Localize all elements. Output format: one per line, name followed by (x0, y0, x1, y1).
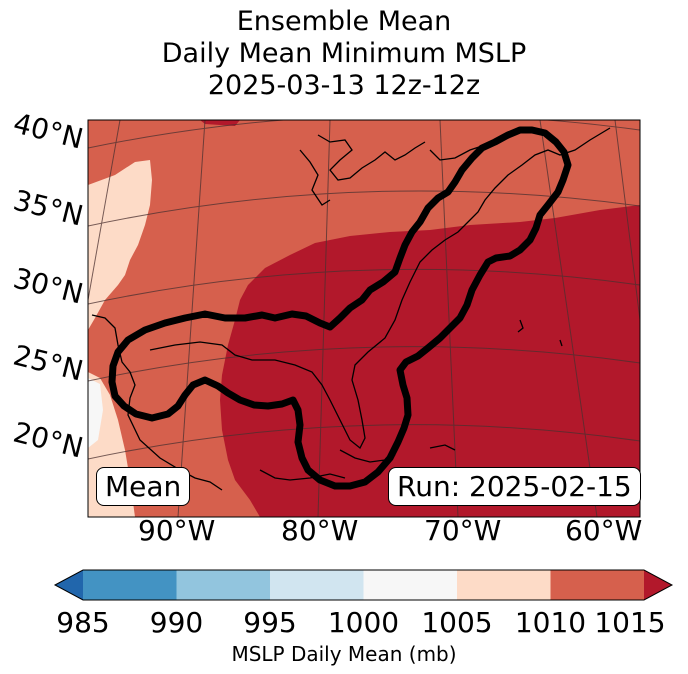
colorbar-tick-990: 990 (149, 606, 204, 639)
mean-contour (108, 126, 572, 490)
colorbar-tick-1010: 1010 (514, 606, 587, 639)
colorbar-extend-below (55, 570, 83, 600)
colorbar-segment-1010-1015 (550, 570, 644, 600)
colorbar (53, 569, 674, 601)
colorbar-tick-1005: 1005 (421, 606, 493, 639)
lon-label-90w: 90°W (138, 514, 216, 547)
colorbar-segment-1005-1010 (457, 570, 551, 600)
map-frame (87, 119, 641, 518)
graticule (88, 120, 640, 517)
colorbar-tick-995: 995 (243, 606, 297, 639)
colorbar-extend-above (644, 570, 672, 600)
colorbar-outline (53, 569, 674, 601)
colorbar-segment-995-1000 (270, 570, 364, 600)
mean-label-box: Mean (96, 467, 191, 506)
map-area (88, 120, 640, 517)
colorbar-tick-1015: 1015 (594, 606, 666, 639)
coastlines (91, 127, 611, 491)
colorbar-tick-985: 985 (56, 606, 110, 639)
title-line-3: 2025-03-13 12z-12z (207, 70, 481, 101)
run-date-label-box: Run: 2025-02-15 (388, 467, 641, 506)
lon-label-60w: 60°W (565, 514, 643, 547)
lon-label-80w: 80°W (281, 514, 359, 547)
colorbar-segment-990-995 (176, 570, 270, 600)
pressure-field-1005-1010-west (88, 160, 152, 330)
title-line-1: Ensemble Mean (236, 6, 452, 37)
colorbar-tick-1000: 1000 (327, 606, 400, 639)
pressure-field-above-1015-north (200, 120, 240, 126)
title-line-2: Daily Mean Minimum MSLP (161, 38, 527, 69)
colorbar-segment-985-990 (83, 570, 177, 600)
colorbar-label: MSLP Daily Mean (mb) (231, 642, 457, 666)
pressure-field-1000-1005 (88, 378, 103, 448)
colorbar-segment-1000-1005 (363, 570, 457, 600)
lon-label-70w: 70°W (424, 514, 502, 547)
